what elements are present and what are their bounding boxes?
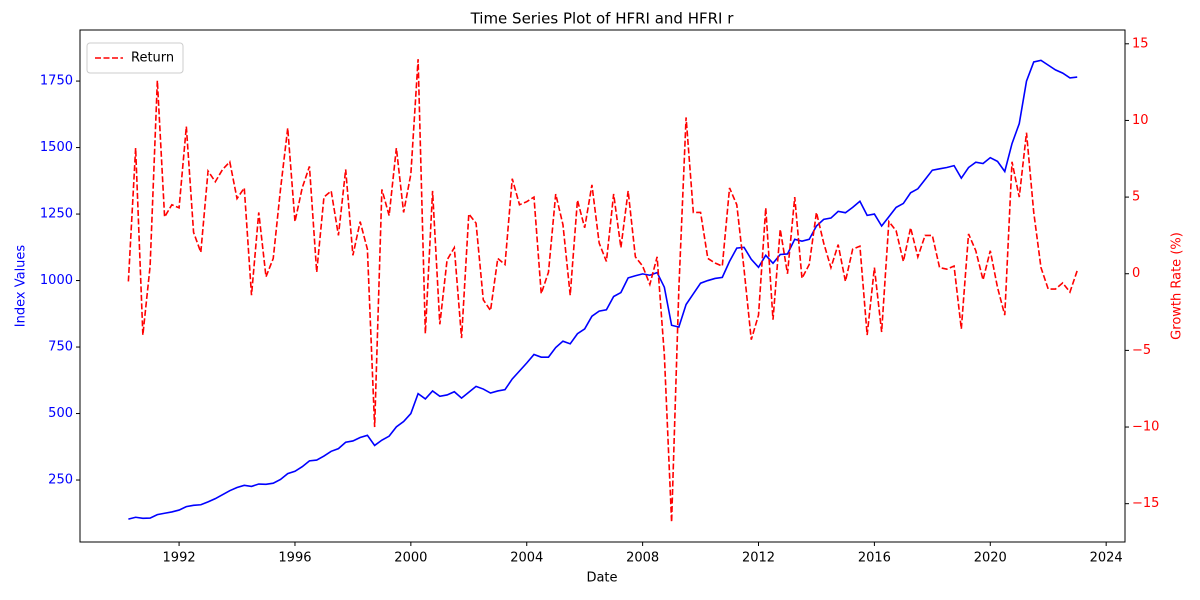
y2-tick-label: 15	[1132, 36, 1149, 51]
x-axis-label: Date	[586, 571, 617, 586]
series-line	[128, 59, 1078, 520]
x-tick-label: 2012	[742, 551, 775, 566]
x-tick-label: 2024	[1090, 551, 1123, 566]
plot-frame	[79, 29, 1126, 543]
y-axis-label: Index Values	[14, 245, 29, 328]
chart-title: Time Series Plot of HFRI and HFRI r	[470, 10, 735, 28]
x-tick-label: 2004	[510, 551, 543, 566]
x-tick-label: 2020	[974, 551, 1007, 566]
legend-label: Return	[131, 51, 174, 66]
y-tick-label: 500	[48, 406, 73, 421]
legend-box	[86, 42, 184, 74]
y2-tick-label: −15	[1132, 496, 1159, 511]
y-tick-label: 1250	[40, 207, 73, 222]
y-tick-label: 1500	[40, 140, 73, 155]
x-tick-label: 1996	[278, 551, 311, 566]
y-tick-label: 1000	[40, 273, 73, 288]
x-tick-label: 2008	[626, 551, 659, 566]
x-tick-label: 1992	[163, 551, 196, 566]
y2-tick-label: 0	[1132, 266, 1140, 281]
y-tick-label: 250	[48, 473, 73, 488]
y-tick-label: 1750	[40, 74, 73, 89]
x-tick-label: 2000	[394, 551, 427, 566]
y-tick-label: 750	[48, 340, 73, 355]
x-tick-label: 2016	[858, 551, 891, 566]
y2-tick-label: 10	[1132, 113, 1149, 128]
y2-tick-label: −10	[1132, 420, 1159, 435]
y2-tick-label: 5	[1132, 190, 1140, 205]
y2-axis-label: Growth Rate (%)	[1170, 232, 1185, 340]
y2-tick-label: −5	[1132, 343, 1151, 358]
series-line	[127, 59, 1078, 523]
